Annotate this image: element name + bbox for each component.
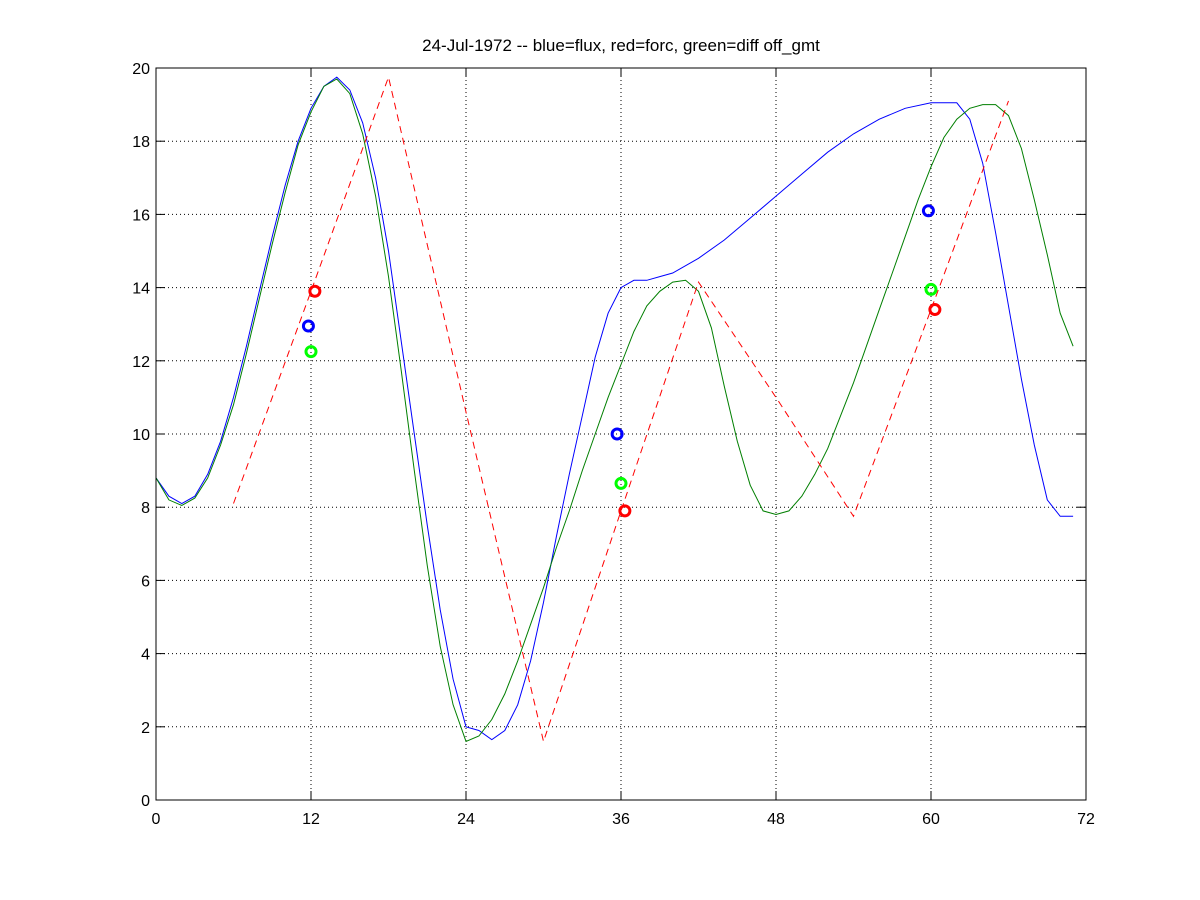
marker-blue: [610, 427, 624, 441]
x-tick-label: 72: [1077, 811, 1095, 828]
x-tick-label: 48: [767, 811, 785, 828]
marker-red: [308, 284, 322, 298]
x-tick-label: 24: [457, 811, 475, 828]
y-tick-label: 20: [132, 61, 150, 78]
y-tick-label: 14: [132, 281, 150, 298]
marker-blue: [301, 319, 315, 333]
x-tick-label: 60: [922, 811, 940, 828]
marker-bright-green: [304, 345, 318, 359]
y-tick-label: 12: [132, 354, 150, 371]
series-line-red: [233, 75, 1009, 744]
y-tick-label: 16: [132, 207, 150, 224]
x-tick-label: 12: [302, 811, 320, 828]
marker-red: [928, 303, 942, 317]
marker-red: [618, 504, 632, 518]
series-line-blue: [155, 76, 1074, 741]
marker-blue: [921, 204, 935, 218]
marker-bright-green: [924, 282, 938, 296]
y-tick-label: 2: [141, 720, 150, 737]
y-tick-label: 8: [141, 500, 150, 517]
x-tick-label: 0: [152, 811, 161, 828]
y-tick-label: 10: [132, 427, 150, 444]
x-tick-label: 36: [612, 811, 630, 828]
y-tick-label: 4: [141, 647, 150, 664]
y-tick-label: 0: [141, 793, 150, 810]
plot-frame: [155, 67, 1087, 801]
chart-title: 24-Jul-1972 -- blue=flux, red=forc, gree…: [422, 36, 820, 55]
y-tick-label: 18: [132, 134, 150, 151]
series-line-green: [155, 78, 1074, 743]
marker-bright-green: [614, 476, 628, 490]
y-tick-label: 6: [141, 573, 150, 590]
